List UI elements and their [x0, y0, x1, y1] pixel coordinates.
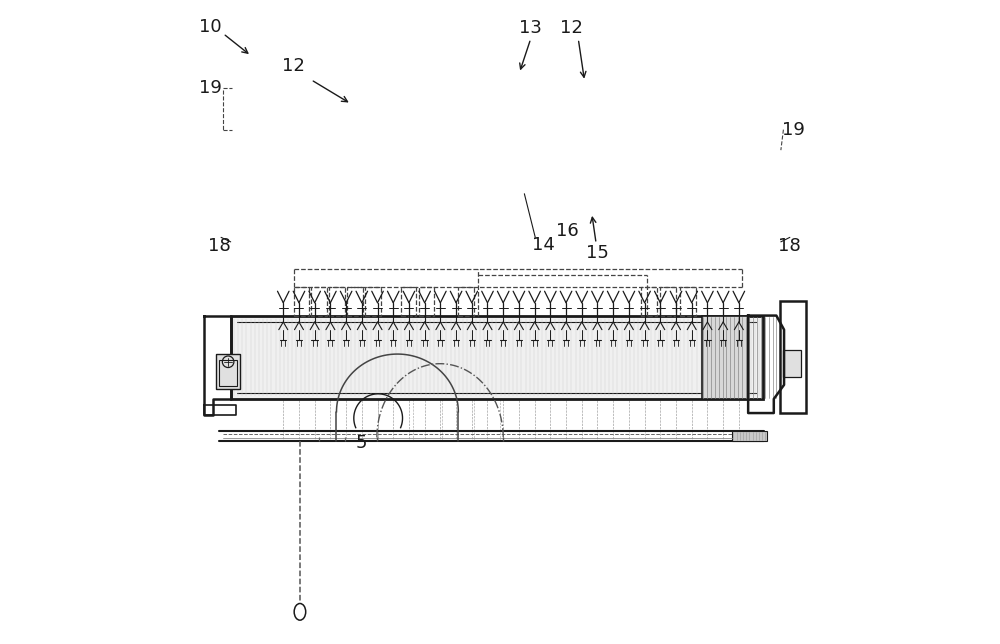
Bar — [219, 361, 237, 386]
Bar — [419, 287, 434, 316]
Text: 19: 19 — [782, 120, 805, 138]
Bar — [329, 287, 345, 316]
Text: 18: 18 — [778, 238, 801, 255]
Bar — [732, 431, 767, 440]
Text: 19: 19 — [199, 79, 222, 97]
Bar — [783, 350, 801, 377]
Text: 15: 15 — [586, 243, 609, 261]
Bar — [458, 287, 474, 316]
Bar — [401, 287, 416, 316]
Text: 13: 13 — [519, 19, 542, 37]
Bar — [231, 316, 763, 399]
Bar — [216, 354, 240, 390]
Bar — [365, 287, 381, 316]
Bar — [680, 287, 696, 316]
Text: 12: 12 — [560, 19, 583, 37]
Bar — [641, 287, 657, 316]
Bar — [216, 354, 240, 390]
Text: 14: 14 — [532, 236, 555, 254]
Text: 16: 16 — [556, 222, 579, 240]
Bar — [660, 287, 676, 316]
Text: 18: 18 — [208, 238, 231, 255]
Bar — [347, 287, 363, 316]
Text: 10: 10 — [199, 18, 221, 36]
Text: 12: 12 — [282, 57, 305, 75]
Bar — [780, 301, 806, 413]
Bar — [311, 287, 327, 316]
Bar — [702, 316, 748, 399]
Bar — [294, 287, 309, 316]
Text: 5: 5 — [355, 433, 367, 451]
